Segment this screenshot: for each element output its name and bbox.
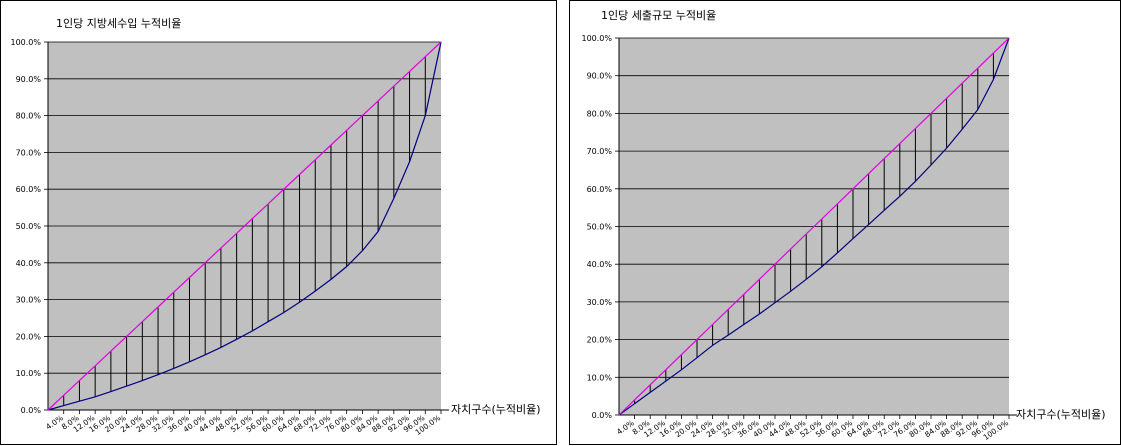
lorenz-chart-expenditure: 1인당 세출규모 누적비율 0.0% 10.0% 20.0% 30.0% 40.0% 50.… bbox=[581, 9, 1106, 442]
y-tick-label: 10.0% bbox=[16, 369, 42, 378]
chart-panel-right: 1인당 세출규모 누적비율 0.0% 10.0% 20.0% 30.0% 40.0% 50.… bbox=[569, 0, 1121, 445]
y-tick-label: 100.0% bbox=[10, 38, 41, 47]
y-tick-label: 10.0% bbox=[587, 373, 613, 382]
chart-panel-left: 1인당 지방세수입 누적비율 0.0% 10.0% 20.0% 30.0% 40.0% 50… bbox=[0, 0, 557, 445]
y-tick-label: 30.0% bbox=[587, 298, 613, 307]
y-tick-label: 20.0% bbox=[16, 332, 42, 341]
y-tick-label: 70.0% bbox=[16, 148, 42, 157]
y-tick-label: 60.0% bbox=[587, 185, 613, 194]
series-line-lorenz-curve bbox=[618, 37, 1010, 416]
y-tick-label: 50.0% bbox=[16, 222, 42, 231]
series-line-equality bbox=[47, 41, 442, 411]
y-tick-label: 100.0% bbox=[581, 34, 612, 43]
x-axis-label: 자치구수(누적비율) bbox=[1016, 408, 1106, 421]
y-tick-label: 70.0% bbox=[587, 147, 613, 156]
series-line-lorenz-curve bbox=[47, 41, 442, 411]
y-tick-label: 60.0% bbox=[16, 185, 42, 194]
series-line-equality bbox=[618, 37, 1010, 416]
x-axis-label: 자치구수(누적비율) bbox=[451, 403, 541, 416]
y-tick-label: 80.0% bbox=[587, 109, 613, 118]
y-tick-label: 90.0% bbox=[16, 75, 42, 84]
y-tick-label: 80.0% bbox=[16, 112, 42, 121]
chart-title: 1인당 세출규모 누적비율 bbox=[601, 9, 716, 22]
y-tick-label: 30.0% bbox=[16, 296, 42, 305]
chart-title: 1인당 지방세수입 누적비율 bbox=[56, 17, 181, 30]
y-tick-label: 20.0% bbox=[587, 336, 613, 345]
lorenz-chart-local-tax: 1인당 지방세수입 누적비율 0.0% 10.0% 20.0% 30.0% 40.0% 50… bbox=[10, 17, 541, 437]
y-tick-label: 50.0% bbox=[587, 223, 613, 232]
y-tick-label: 90.0% bbox=[587, 72, 613, 81]
y-tick-label: 40.0% bbox=[587, 260, 613, 269]
y-tick-label: 40.0% bbox=[16, 259, 42, 268]
y-tick-label: 0.0% bbox=[21, 406, 42, 415]
y-tick-label: 0.0% bbox=[592, 411, 613, 420]
